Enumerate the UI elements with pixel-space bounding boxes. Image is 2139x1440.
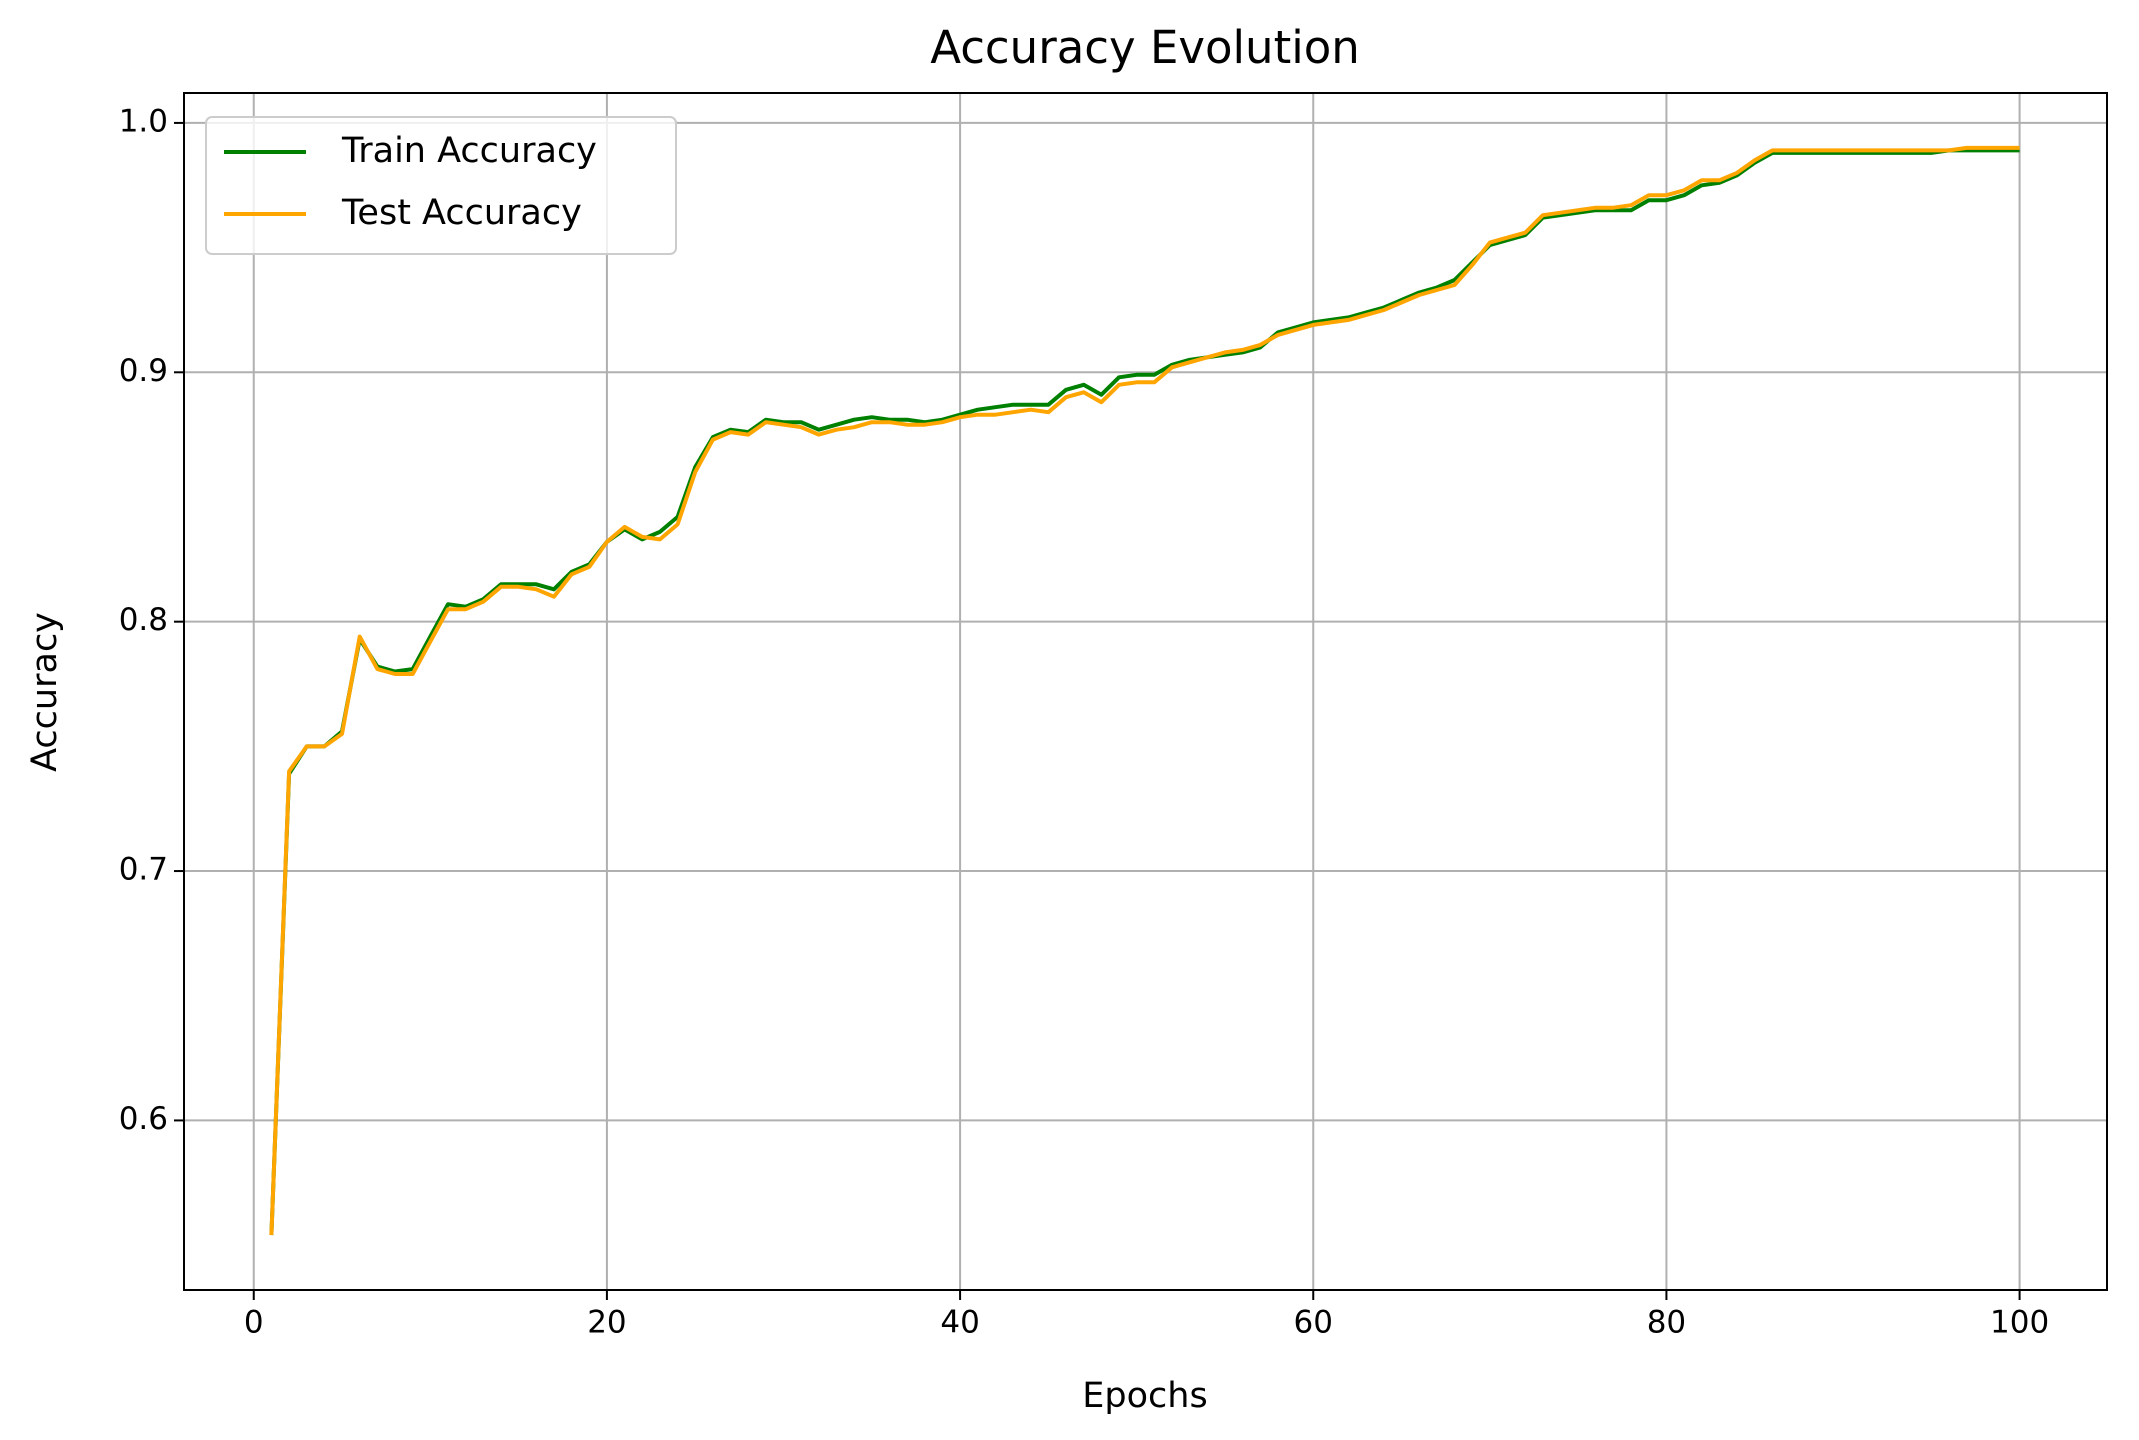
y-tick-label: 0.6 [119,1101,168,1137]
x-tick-label: 60 [1294,1305,1333,1341]
plot-frame [183,92,2108,1291]
y-tick-label: 0.7 [119,852,168,888]
x-tick-label: 100 [1990,1305,2049,1341]
x-tick-label: 40 [940,1305,979,1341]
x-axis-label: Epochs [1082,1376,1207,1416]
legend-label: Test Accuracy [341,193,582,233]
legend-box [205,116,677,255]
y-tick-label: 0.8 [119,602,168,638]
line-series [269,148,2020,1236]
y-tick-label: 0.9 [119,353,168,389]
y-axis-label: Accuracy [25,612,65,772]
legend-label: Train Accuracy [341,131,597,171]
x-tick-label: 0 [244,1305,264,1341]
chart-title: Accuracy Evolution [930,21,1360,74]
y-tick-label: 1.0 [119,103,168,139]
line-series [269,145,2020,1236]
x-tick-label: 80 [1647,1305,1686,1341]
x-tick-label: 20 [587,1305,626,1341]
